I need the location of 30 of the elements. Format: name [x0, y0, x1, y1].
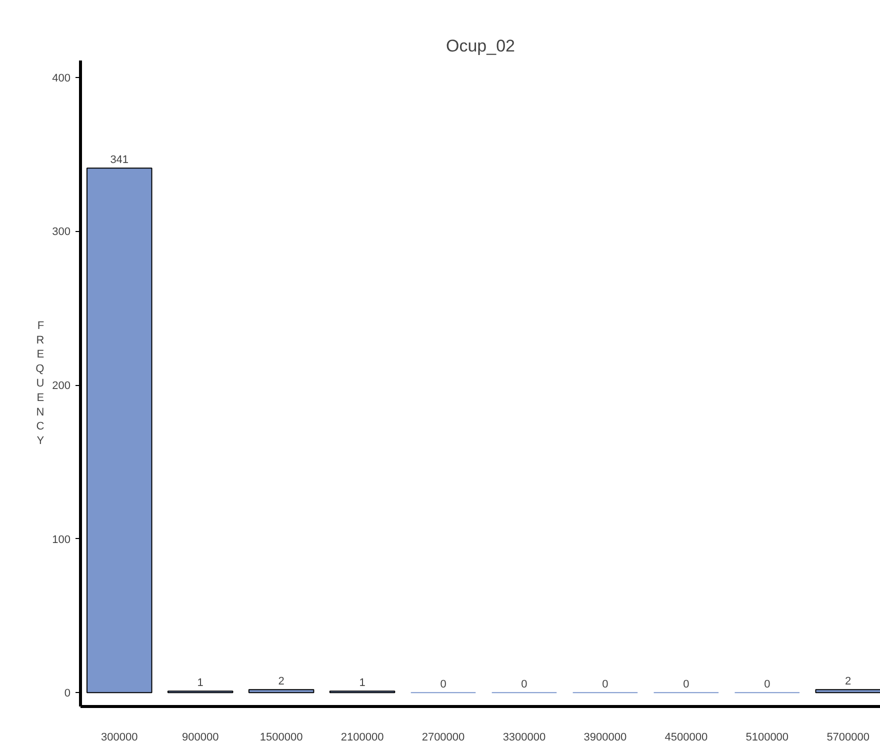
bar: [248, 689, 314, 694]
x-tick-label: 900000: [182, 732, 219, 744]
data-label: 341: [110, 154, 129, 166]
x-tick-label: 1500000: [260, 732, 303, 744]
y-tick-label: 400: [52, 72, 71, 84]
bar: [815, 689, 880, 694]
text: FREQUENCY: [36, 320, 44, 448]
data-label: 1: [197, 677, 204, 690]
data-label: 2: [845, 676, 852, 688]
x-tick-label: 2700000: [422, 732, 465, 744]
y-tick-label: 300: [52, 226, 71, 238]
x-tick-label: 3900000: [584, 732, 627, 744]
chart-title: Ocup_02: [446, 36, 515, 56]
x-tick-label: 4500000: [664, 732, 708, 744]
data-label: 0: [764, 678, 770, 691]
data-label: 1: [359, 677, 366, 690]
x-tick-label: 2100000: [340, 732, 384, 744]
data-label: 2: [278, 676, 284, 688]
y-tick-label: 200: [52, 380, 71, 392]
data-label: 0: [683, 678, 690, 691]
y-tick-label: 0: [64, 688, 71, 700]
x-tick-label: 300000: [101, 732, 138, 744]
x-tick-label: 5700000: [826, 732, 870, 744]
data-label: 0: [521, 678, 528, 691]
bar: [86, 168, 152, 694]
data-label: 0: [602, 678, 608, 691]
y-tick-label: 100: [52, 534, 71, 546]
x-tick-label: 5100000: [746, 732, 789, 744]
x-tick-label: 3300000: [502, 732, 546, 744]
data-label: 0: [440, 678, 446, 691]
